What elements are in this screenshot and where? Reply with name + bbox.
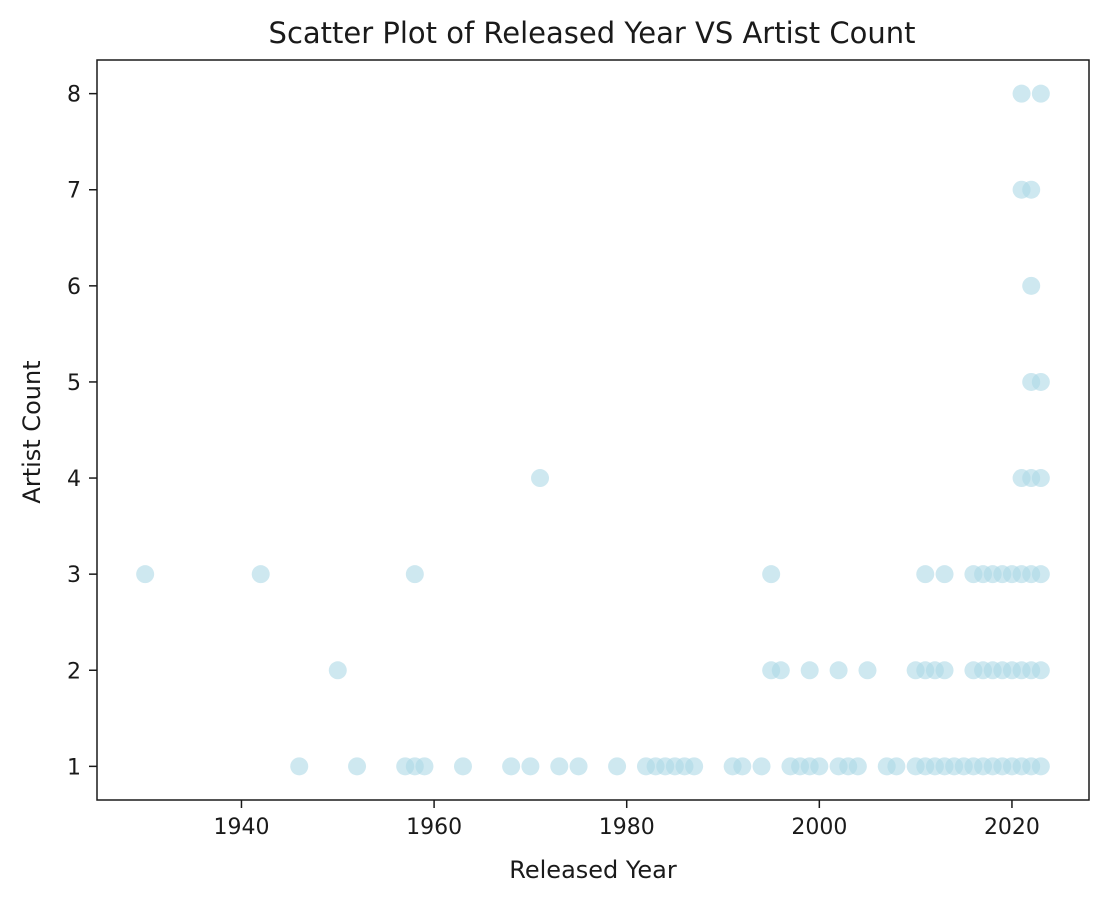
y-tick-label: 7 <box>67 179 81 204</box>
y-tick-label: 5 <box>67 371 81 396</box>
data-point <box>858 661 877 680</box>
data-point <box>1031 372 1050 391</box>
data-point <box>829 661 848 680</box>
plot-area-frame <box>96 59 1090 801</box>
data-point <box>1031 757 1050 776</box>
y-axis-title: Artist Count <box>18 360 46 503</box>
x-axis-title: Released Year <box>509 856 677 884</box>
points-layer <box>136 84 1050 776</box>
data-point <box>531 469 550 488</box>
data-point <box>453 757 472 776</box>
data-point <box>502 757 521 776</box>
data-point <box>800 661 819 680</box>
data-point <box>328 661 347 680</box>
data-point <box>1022 180 1041 199</box>
data-point <box>569 757 588 776</box>
data-point <box>415 757 434 776</box>
data-point <box>136 565 155 584</box>
y-axis: 1 2 3 4 5 6 7 8 <box>67 83 97 780</box>
data-point <box>1031 84 1050 103</box>
data-point <box>916 565 935 584</box>
y-tick-label: 8 <box>67 83 81 108</box>
data-point <box>848 757 867 776</box>
y-tick-label: 4 <box>67 467 81 492</box>
y-tick-label: 1 <box>67 755 81 780</box>
data-point <box>521 757 540 776</box>
data-point <box>550 757 569 776</box>
x-tick-label: 1940 <box>213 815 269 840</box>
y-tick-label: 6 <box>67 275 81 300</box>
data-point <box>1031 469 1050 488</box>
data-point <box>771 661 790 680</box>
data-point <box>733 757 752 776</box>
data-point <box>348 757 367 776</box>
x-tick-label: 2000 <box>791 815 847 840</box>
data-point <box>1022 276 1041 295</box>
x-tick-label: 2020 <box>984 815 1040 840</box>
data-point <box>1012 84 1031 103</box>
x-tick-label: 1960 <box>406 815 462 840</box>
data-point <box>1031 565 1050 584</box>
data-point <box>935 565 954 584</box>
data-point <box>251 565 270 584</box>
data-point <box>752 757 771 776</box>
data-point <box>405 565 424 584</box>
data-point <box>1031 661 1050 680</box>
y-tick-label: 3 <box>67 563 81 588</box>
data-point <box>887 757 906 776</box>
y-tick-label: 2 <box>67 659 81 684</box>
chart-title: Scatter Plot of Released Year VS Artist … <box>269 16 916 50</box>
data-point <box>290 757 309 776</box>
x-axis: 1940 1960 1980 2000 2020 <box>213 800 1040 840</box>
data-point <box>762 565 781 584</box>
data-point <box>810 757 829 776</box>
data-point <box>608 757 627 776</box>
x-tick-label: 1980 <box>599 815 655 840</box>
data-point <box>935 661 954 680</box>
data-point <box>685 757 704 776</box>
